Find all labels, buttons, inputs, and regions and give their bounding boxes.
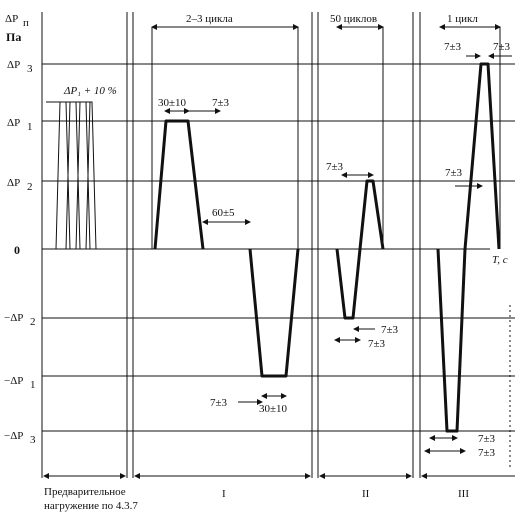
preload-section: ΔP₁ + 10 % <box>46 85 117 250</box>
level-sub-p1: 1 <box>27 121 33 133</box>
x-axis-label: T, с <box>492 254 508 266</box>
phase-I-label: I <box>222 488 226 500</box>
vertical-separators <box>41 12 511 478</box>
y-axis-subscript: п <box>23 17 29 29</box>
phase-III-mid-label: 7±3 <box>445 167 463 179</box>
preload-caption-line1: Предварительное <box>44 486 126 498</box>
phase-I-hold-bottom-label: 30±10 <box>259 403 288 415</box>
phase-headers: 2–3 цикла 50 циклов 1 цикл <box>151 13 501 249</box>
phase-III-bottom-label-2: 7±3 <box>478 447 496 459</box>
preload-annotation: ΔP₁ + 10 % <box>63 85 117 97</box>
phase-III-header: 1 цикл <box>447 13 478 25</box>
level-label-p2: ΔP <box>7 177 20 189</box>
level-label-zero: 0 <box>14 243 20 257</box>
phase-III-label: III <box>458 488 469 500</box>
phase-II-cycle <box>335 179 385 320</box>
phase-I-header: 2–3 цикла <box>186 13 233 25</box>
phase-II-bottom-label-2: 7±3 <box>368 338 386 350</box>
phase-I-pause-label: 60±5 <box>212 207 235 219</box>
phase-III-waveform: 7±3 7±3 7±3 7±3 7±3 <box>424 41 512 459</box>
phase-II-waveform: 7±3 7±3 7±3 <box>326 161 399 350</box>
y-axis-symbol: ΔP <box>5 13 18 25</box>
level-sub-m2: 2 <box>30 316 36 328</box>
level-sub-m3: 3 <box>30 434 36 446</box>
bottom-captions: Предварительное нагружение по 4.3.7 I II… <box>44 486 469 512</box>
phase-III-bottom-label-1: 7±3 <box>478 433 496 445</box>
phase-I-positive-pulse <box>153 119 205 250</box>
phase-III-top-label-1: 7±3 <box>444 41 462 53</box>
phase-I-rise-label: 7±3 <box>210 397 228 409</box>
preload-pulse-4 <box>85 101 97 250</box>
y-axis-title: ΔP п Па <box>5 13 29 44</box>
phase-I-fall-label: 7±3 <box>212 97 230 109</box>
level-labels: ΔP 3 ΔP 1 ΔP 2 0 −ΔP 2 −ΔP 1 −ΔP 3 <box>4 59 36 446</box>
phase-III-top-label-2: 7±3 <box>493 41 511 53</box>
phase-I-hold-top-label: 30±10 <box>158 97 187 109</box>
level-label-m2: −ΔP <box>4 312 23 324</box>
preload-caption-line2: нагружение по 4.3.7 <box>44 500 138 512</box>
level-sub-p3: 3 <box>27 63 33 75</box>
level-label-p1: ΔP <box>7 117 20 129</box>
phase-II-top-label: 7±3 <box>326 161 344 173</box>
phase-II-label: II <box>362 488 370 500</box>
level-label-p3: ΔP <box>7 59 20 71</box>
phase-I-waveform: 30±10 7±3 60±5 7±3 30±10 <box>153 97 300 415</box>
phase-II-header: 50 циклов <box>330 13 377 25</box>
level-sub-p2: 2 <box>27 181 33 193</box>
y-axis-unit: Па <box>6 30 21 44</box>
phase-II-bottom-label-1: 7±3 <box>381 324 399 336</box>
level-label-m3: −ΔP <box>4 430 23 442</box>
level-label-m1: −ΔP <box>4 375 23 387</box>
phase-I-negative-pulse <box>248 248 300 378</box>
level-sub-m1: 1 <box>30 379 36 391</box>
phase-III-cycle <box>436 62 501 433</box>
